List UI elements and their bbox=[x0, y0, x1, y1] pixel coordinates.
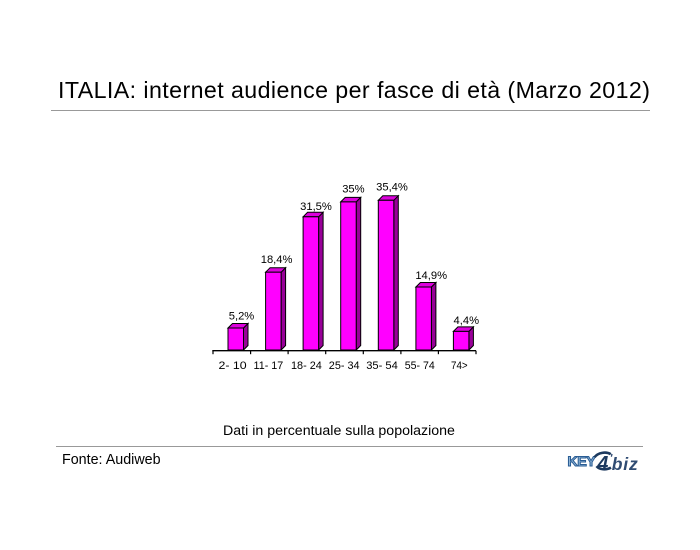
svg-text:18- 24: 18- 24 bbox=[291, 360, 322, 372]
svg-text:25- 34: 25- 34 bbox=[329, 360, 360, 372]
svg-text:31,5%: 31,5% bbox=[300, 201, 332, 213]
svg-text:18,4%: 18,4% bbox=[261, 254, 293, 266]
svg-text:35- 54: 35- 54 bbox=[366, 360, 398, 372]
svg-text:11- 17: 11- 17 bbox=[254, 360, 284, 372]
svg-text:35%: 35% bbox=[342, 184, 364, 196]
svg-text:5,2%: 5,2% bbox=[229, 311, 255, 323]
svg-text:35,4%: 35,4% bbox=[376, 182, 408, 194]
svg-text:4: 4 bbox=[597, 452, 609, 474]
svg-text:74>: 74> bbox=[451, 360, 468, 372]
svg-text:': ' bbox=[610, 453, 613, 465]
svg-text:4,4%: 4,4% bbox=[454, 315, 480, 327]
svg-text:14,9%: 14,9% bbox=[415, 270, 447, 282]
svg-text:KEY: KEY bbox=[568, 453, 597, 469]
svg-text:biz: biz bbox=[612, 454, 639, 474]
svg-text:55- 74: 55- 74 bbox=[405, 360, 435, 372]
svg-text:2- 10: 2- 10 bbox=[219, 360, 247, 372]
